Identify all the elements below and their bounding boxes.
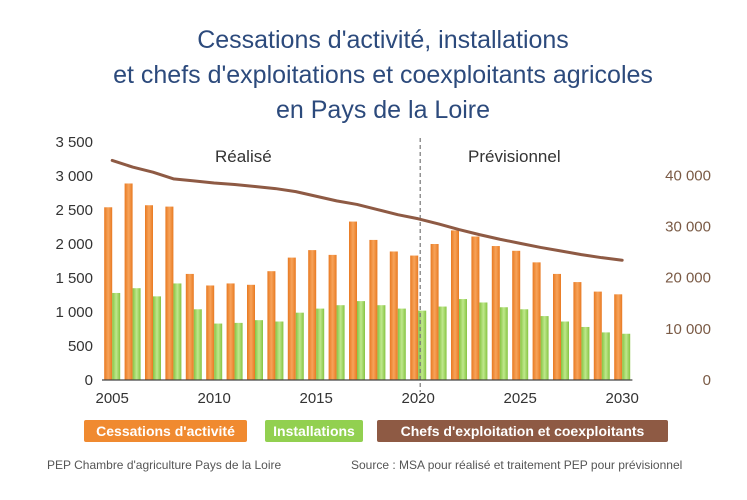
- right-tick-label: 0: [703, 372, 711, 389]
- bar-cessations: [593, 291, 602, 380]
- bar-cessations: [349, 221, 357, 380]
- bar-cessations: [328, 254, 337, 380]
- bar-cessations: [410, 255, 419, 380]
- x-tick-label: 2015: [300, 390, 333, 407]
- bar-installations: [153, 296, 161, 380]
- bar-cessations: [267, 271, 276, 380]
- left-tick-label: 2 500: [55, 202, 93, 219]
- bar-cessations: [430, 244, 439, 380]
- legend-swatch-cessations: [84, 420, 247, 442]
- bar-installations: [520, 309, 529, 380]
- bar-installations: [459, 299, 467, 380]
- bar-cessations: [226, 283, 235, 380]
- right-axis: 0 10 000 20 000 30 000 40 000: [665, 167, 711, 389]
- bar-installations: [377, 305, 386, 380]
- bar-cessations: [553, 273, 561, 380]
- left-axis: 0 500 1 000 1 500 2 000 2 500 3 000 3 500: [55, 134, 93, 389]
- right-tick-label: 20 000: [665, 270, 711, 287]
- title-line-1: Cessations d'activité, installations: [197, 26, 569, 54]
- bar-installations: [336, 305, 345, 380]
- bar-installations: [601, 332, 610, 380]
- left-tick-label: 0: [85, 372, 93, 389]
- bar-installations: [438, 306, 447, 380]
- x-tick-label: 2025: [504, 390, 537, 407]
- legend-label-installations: Installations: [273, 423, 355, 439]
- bar-cessations: [491, 246, 500, 380]
- footer-left: PEP Chambre d'agriculture Pays de la Loi…: [47, 458, 282, 472]
- bars: [104, 183, 631, 380]
- bar-cessations: [532, 262, 541, 380]
- bar-cessations: [512, 250, 521, 380]
- bar-installations: [275, 321, 284, 380]
- bar-installations: [622, 333, 631, 380]
- bar-cessations: [369, 239, 378, 380]
- bar-installations: [234, 322, 243, 380]
- bar-cessations: [165, 206, 174, 380]
- bar-installations: [295, 312, 304, 380]
- bar-cessations: [287, 257, 296, 380]
- bar-cessations: [471, 236, 480, 380]
- x-tick-label: 2005: [96, 390, 129, 407]
- bar-cessations: [104, 207, 113, 380]
- bar-installations: [561, 321, 569, 380]
- bar-installations: [540, 316, 549, 380]
- bar-installations: [193, 309, 202, 380]
- legend-label-cessations: Cessations d'activité: [96, 423, 235, 439]
- legend-label-chefs: Chefs d'exploitation et coexploitants: [401, 423, 645, 439]
- bar-installations: [255, 320, 263, 380]
- title-line-2: et chefs d'exploitations et coexploitant…: [113, 61, 653, 89]
- annotation-realise: Réalisé: [215, 147, 272, 166]
- chart-title: Cessations d'activité, installations et …: [113, 26, 653, 124]
- bar-cessations: [389, 251, 398, 380]
- left-tick-label: 1 500: [55, 270, 93, 287]
- x-tick-label: 2030: [606, 390, 639, 407]
- left-tick-label: 2 000: [55, 236, 93, 253]
- bar-installations: [316, 308, 325, 380]
- annotation-previsionnel: Prévisionnel: [468, 147, 561, 166]
- bar-cessations: [124, 183, 133, 380]
- x-tick-label: 2010: [198, 390, 231, 407]
- footer-right: Source : MSA pour réalisé et traitement …: [351, 458, 682, 472]
- left-tick-label: 1 000: [55, 304, 93, 321]
- line-series: [110, 158, 624, 262]
- legend-swatch-chefs: [377, 420, 668, 442]
- bar-cessations: [451, 230, 459, 380]
- bar-installations: [499, 307, 508, 380]
- bar-installations: [112, 292, 121, 380]
- legend-swatch-installations: [265, 420, 363, 442]
- bar-installations: [357, 301, 365, 380]
- bar-cessations: [206, 285, 215, 380]
- bar-cessations: [573, 282, 582, 380]
- right-tick-label: 40 000: [665, 167, 711, 184]
- right-tick-label: 10 000: [665, 321, 711, 338]
- bar-installations: [173, 283, 182, 380]
- bar-cessations: [614, 294, 623, 380]
- bar-installations: [132, 288, 141, 380]
- title-line-3: en Pays de la Loire: [276, 96, 490, 124]
- bar-installations: [214, 323, 223, 380]
- x-tick-label: 2020: [402, 390, 435, 407]
- left-tick-label: 3 500: [55, 134, 93, 151]
- bar-installations: [397, 308, 406, 380]
- bar-installations: [418, 310, 427, 380]
- right-tick-label: 30 000: [665, 218, 711, 235]
- left-tick-label: 500: [68, 338, 93, 355]
- bar-cessations: [145, 205, 153, 380]
- bar-installations: [479, 302, 488, 380]
- bar-installations: [581, 326, 590, 380]
- bar-cessations: [247, 284, 255, 380]
- bar-cessations: [185, 273, 194, 380]
- left-tick-label: 3 000: [55, 168, 93, 185]
- x-axis: 2005 2010 2015 2020 2025 2030: [96, 379, 639, 407]
- bar-cessations: [308, 250, 317, 380]
- line-chefs-exploitation: [110, 158, 624, 262]
- legend: Cessations d'activité Installations Chef…: [84, 420, 668, 442]
